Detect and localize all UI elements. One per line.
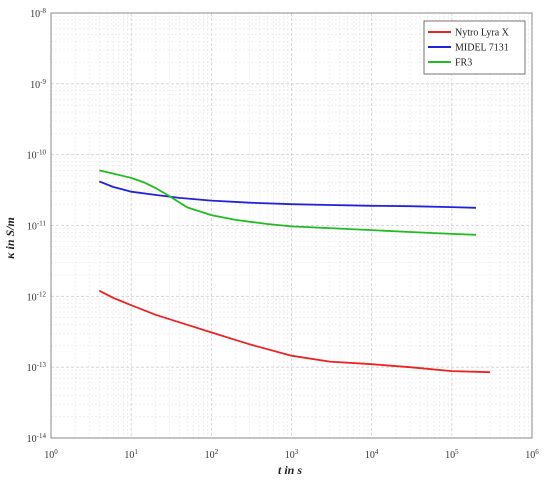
- y-tick-label: 10-9: [30, 78, 46, 91]
- x-tick-exponent: 0: [54, 448, 58, 456]
- y-tick-exponent: -10: [37, 149, 47, 157]
- series-line-fr3: [99, 169, 477, 236]
- y-tick-base: 10: [27, 151, 37, 162]
- legend-label: MIDEL 7131: [455, 43, 509, 54]
- y-tick-exponent: -8: [40, 7, 46, 15]
- x-tick-base: 10: [365, 450, 375, 461]
- y-tick-label: 10-12: [27, 290, 47, 303]
- x-tick-label: 100: [44, 448, 58, 461]
- y-tick-label: 10-11: [27, 220, 47, 233]
- y-tick-base: 10: [30, 9, 40, 20]
- plot-frame: [50, 12, 533, 439]
- x-tick-exponent: 4: [375, 448, 379, 456]
- x-tick-base: 10: [525, 450, 535, 461]
- x-tick-label: 105: [445, 448, 459, 461]
- x-tick-exponent: 1: [134, 448, 138, 456]
- y-tick-label: 10-8: [30, 7, 46, 20]
- x-tick-exponent: 3: [295, 448, 299, 456]
- series-line-nytro-lyra-x: [98, 289, 491, 374]
- y-tick-base: 10: [27, 363, 37, 374]
- x-tick-base: 10: [124, 450, 134, 461]
- y-tick-exponent: -13: [37, 361, 47, 369]
- series-layer: [98, 169, 491, 374]
- x-axis-ticks: 100 101 102 103 104 105 106: [44, 448, 539, 461]
- x-tick-label: 106: [525, 448, 539, 461]
- x-tick-exponent: 2: [215, 448, 219, 456]
- y-tick-exponent: -12: [37, 290, 47, 298]
- x-tick-exponent: 5: [455, 448, 459, 456]
- x-tick-label: 102: [205, 448, 219, 461]
- y-tick-base: 10: [27, 434, 37, 445]
- series-line-midel-7131: [98, 180, 477, 209]
- x-tick-base: 10: [445, 450, 455, 461]
- y-tick-label: 10-10: [27, 149, 47, 162]
- x-tick-label: 103: [285, 448, 299, 461]
- x-tick-exponent: 6: [535, 448, 539, 456]
- y-tick-base: 10: [30, 80, 40, 91]
- x-tick-label: 104: [365, 448, 379, 461]
- x-tick-base: 10: [285, 450, 295, 461]
- y-axis-label: κ in S/m: [3, 217, 17, 259]
- legend-label: Nytro Lyra X: [455, 28, 510, 39]
- y-tick-exponent: -11: [37, 220, 47, 228]
- x-tick-base: 10: [205, 450, 215, 461]
- y-tick-exponent: -14: [37, 432, 47, 440]
- y-tick-label: 10-14: [27, 432, 47, 445]
- legend-label: FR3: [455, 58, 472, 69]
- y-tick-base: 10: [27, 222, 37, 233]
- x-axis-label: t in s: [278, 463, 302, 477]
- x-tick-label: 101: [124, 448, 138, 461]
- y-tick-base: 10: [27, 292, 37, 303]
- y-tick-label: 10-13: [27, 361, 47, 374]
- x-tick-base: 10: [44, 450, 54, 461]
- y-tick-exponent: -9: [40, 78, 46, 86]
- legend: Nytro Lyra X MIDEL 7131 FR3: [423, 20, 526, 75]
